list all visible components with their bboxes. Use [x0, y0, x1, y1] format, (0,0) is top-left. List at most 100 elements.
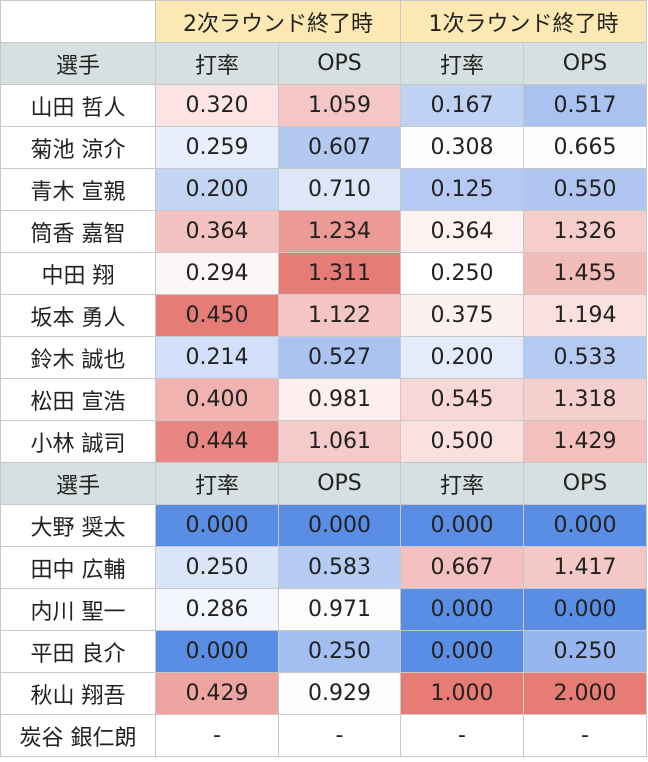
column-header: 打率 [155, 462, 279, 505]
stat-cell: 0.364 [400, 210, 524, 253]
stat-cell: 0.517 [523, 84, 647, 127]
player-row: 菊池 涼介 0.259 0.607 0.308 0.665 [0, 126, 647, 169]
stat-cell: 1.311 [278, 252, 401, 295]
stat-cell: 0.250 [155, 546, 279, 589]
stat-cell: 1.429 [523, 420, 647, 463]
player-name: 小林 誠司 [0, 420, 156, 463]
column-header: OPS [523, 462, 647, 505]
player-row: 山田 哲人 0.320 1.059 0.167 0.517 [0, 84, 647, 127]
column-header: 打率 [400, 462, 524, 505]
player-row: 中田 翔 0.294 1.311 0.250 1.455 [0, 252, 647, 295]
stat-cell: 1.061 [278, 420, 401, 463]
stat-cell: 0.200 [155, 168, 279, 211]
column-header: 打率 [400, 42, 524, 85]
player-row: 炭谷 銀仁朗 - - - - [0, 714, 647, 757]
player-row: 松田 宣浩 0.400 0.981 0.545 1.318 [0, 378, 647, 421]
column-header: OPS [278, 42, 401, 85]
stat-cell: 0.971 [278, 588, 401, 631]
player-name: 炭谷 銀仁朗 [0, 714, 156, 757]
player-row: 青木 宣親 0.200 0.710 0.125 0.550 [0, 168, 647, 211]
column-header: 打率 [155, 42, 279, 85]
stat-cell: 0.550 [523, 168, 647, 211]
player-name: 田中 広輔 [0, 546, 156, 589]
stat-cell: 1.194 [523, 294, 647, 337]
stat-cell: - [400, 714, 524, 757]
stat-cell: 1.122 [278, 294, 401, 337]
player-name: 平田 良介 [0, 630, 156, 673]
player-name: 内川 聖一 [0, 588, 156, 631]
stat-cell: 0.250 [278, 630, 401, 673]
stat-cell: 0.375 [400, 294, 524, 337]
stat-cell: 0.607 [278, 126, 401, 169]
player-name: 坂本 勇人 [0, 294, 156, 337]
stat-cell: 0.000 [155, 630, 279, 673]
player-row: 小林 誠司 0.444 1.061 0.500 1.429 [0, 420, 647, 463]
stat-cell: 1.059 [278, 84, 401, 127]
column-header: OPS [278, 462, 401, 505]
player-name: 菊池 涼介 [0, 126, 156, 169]
stat-cell: 0.000 [523, 588, 647, 631]
stat-cell: 0.294 [155, 252, 279, 295]
stat-cell: 2.000 [523, 672, 647, 715]
stat-cell: 0.000 [400, 630, 524, 673]
stat-cell: 0.259 [155, 126, 279, 169]
stat-cell: 0.400 [155, 378, 279, 421]
stat-cell: 1.234 [278, 210, 401, 253]
stat-cell: 1.326 [523, 210, 647, 253]
stat-cell: 0.981 [278, 378, 401, 421]
stat-cell: 0.214 [155, 336, 279, 379]
player-row: 平田 良介 0.000 0.250 0.000 0.250 [0, 630, 647, 673]
column-header: 選手 [0, 462, 156, 505]
stat-cell: 0.308 [400, 126, 524, 169]
stat-cell: 0.444 [155, 420, 279, 463]
stat-cell: 0.167 [400, 84, 524, 127]
column-header-row: 選手 打率 OPS 打率 OPS [0, 42, 647, 85]
stat-cell: 0.200 [400, 336, 524, 379]
stat-cell: 0.000 [400, 504, 524, 547]
stat-cell: 0.125 [400, 168, 524, 211]
column-header: 選手 [0, 42, 156, 85]
player-name: 青木 宣親 [0, 168, 156, 211]
player-name: 松田 宣浩 [0, 378, 156, 421]
player-name: 筒香 嘉智 [0, 210, 156, 253]
player-row: 内川 聖一 0.286 0.971 0.000 0.000 [0, 588, 647, 631]
stat-cell: - [523, 714, 647, 757]
player-name: 鈴木 誠也 [0, 336, 156, 379]
player-row: 田中 広輔 0.250 0.583 0.667 1.417 [0, 546, 647, 589]
stat-cell: 0.364 [155, 210, 279, 253]
stat-cell: 0.929 [278, 672, 401, 715]
stat-cell: 0.429 [155, 672, 279, 715]
player-row: 秋山 翔吾 0.429 0.929 1.000 2.000 [0, 672, 647, 715]
stat-cell: 0.250 [523, 630, 647, 673]
stat-cell: 0.320 [155, 84, 279, 127]
blank-cell [0, 0, 156, 43]
stat-cell: 0.545 [400, 378, 524, 421]
stat-cell: 0.250 [400, 252, 524, 295]
player-name: 中田 翔 [0, 252, 156, 295]
player-name: 大野 奨太 [0, 504, 156, 547]
player-name: 山田 哲人 [0, 84, 156, 127]
group-header: 2次ラウンド終了時 [155, 0, 401, 43]
stat-cell: 1.318 [523, 378, 647, 421]
group-header: 1次ラウンド終了時 [400, 0, 647, 43]
stat-cell: 0.583 [278, 546, 401, 589]
player-name: 秋山 翔吾 [0, 672, 156, 715]
player-row: 筒香 嘉智 0.364 1.234 0.364 1.326 [0, 210, 647, 253]
column-header-row: 選手 打率 OPS 打率 OPS [0, 462, 647, 505]
stat-cell: 0.527 [278, 336, 401, 379]
group-header-row: 2次ラウンド終了時 1次ラウンド終了時 [0, 0, 647, 43]
stat-cell: 1.455 [523, 252, 647, 295]
stat-cell: 1.000 [400, 672, 524, 715]
player-row: 坂本 勇人 0.450 1.122 0.375 1.194 [0, 294, 647, 337]
player-row: 大野 奨太 0.000 0.000 0.000 0.000 [0, 504, 647, 547]
column-header: OPS [523, 42, 647, 85]
stat-cell: 0.000 [155, 504, 279, 547]
stat-cell: 0.500 [400, 420, 524, 463]
stat-cell: 0.000 [278, 504, 401, 547]
stat-cell: - [278, 714, 401, 757]
stat-cell: 0.450 [155, 294, 279, 337]
